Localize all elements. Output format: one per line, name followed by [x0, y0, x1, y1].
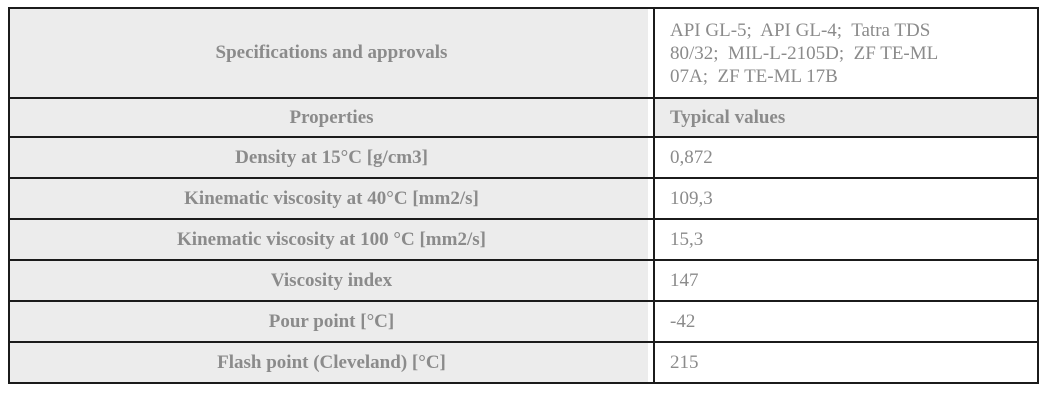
property-value: 215: [653, 341, 1039, 384]
property-label: Pour point [°C]: [8, 300, 655, 343]
specifications-value: API GL-5; API GL-4; Tatra TDS 80/32; MIL…: [653, 7, 1039, 99]
property-value: 109,3: [653, 177, 1039, 220]
specifications-label: Specifications and approvals: [8, 7, 655, 99]
property-value: 15,3: [653, 218, 1039, 261]
table-row-density: Density at 15°C [g/cm3] 0,872: [8, 136, 1039, 179]
property-value: -42: [653, 300, 1039, 343]
property-label: Density at 15°C [g/cm3]: [8, 136, 655, 179]
table-row-pour-point: Pour point [°C] -42: [8, 300, 1039, 343]
property-label: Flash point (Cleveland) [°C]: [8, 341, 655, 384]
table-row-viscosity-100: Kinematic viscosity at 100 °C [mm2/s] 15…: [8, 218, 1039, 261]
column-header-typical-values: Typical values: [653, 97, 1039, 138]
table-header-row: Properties Typical values: [8, 97, 1039, 138]
property-value: 147: [653, 259, 1039, 302]
table-row-flash-point: Flash point (Cleveland) [°C] 215: [8, 341, 1039, 384]
specifications-table: Specifications and approvals API GL-5; A…: [8, 7, 1039, 384]
table-row-specifications: Specifications and approvals API GL-5; A…: [8, 7, 1039, 99]
property-label: Kinematic viscosity at 100 °C [mm2/s]: [8, 218, 655, 261]
property-label: Kinematic viscosity at 40°C [mm2/s]: [8, 177, 655, 220]
column-header-properties: Properties: [8, 97, 655, 138]
table-row-viscosity-index: Viscosity index 147: [8, 259, 1039, 302]
property-value: 0,872: [653, 136, 1039, 179]
property-label: Viscosity index: [8, 259, 655, 302]
table-row-viscosity-40: Kinematic viscosity at 40°C [mm2/s] 109,…: [8, 177, 1039, 220]
